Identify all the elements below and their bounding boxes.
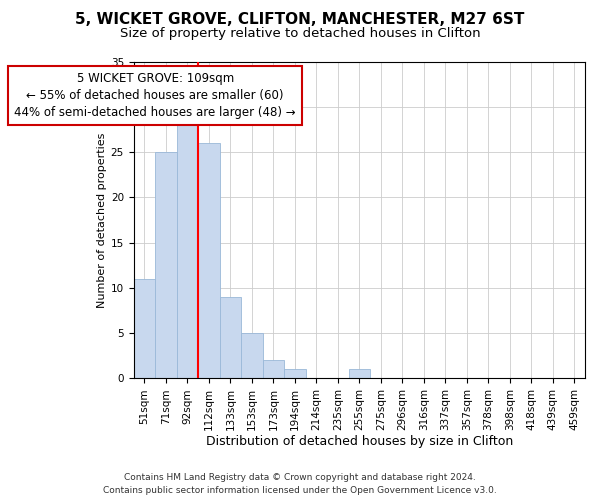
Bar xyxy=(220,297,241,378)
Bar xyxy=(176,125,198,378)
Text: 5, WICKET GROVE, CLIFTON, MANCHESTER, M27 6ST: 5, WICKET GROVE, CLIFTON, MANCHESTER, M2… xyxy=(76,12,524,28)
Bar xyxy=(263,360,284,378)
Text: Contains HM Land Registry data © Crown copyright and database right 2024.
Contai: Contains HM Land Registry data © Crown c… xyxy=(103,474,497,495)
Y-axis label: Number of detached properties: Number of detached properties xyxy=(97,132,107,308)
Text: 5 WICKET GROVE: 109sqm
← 55% of detached houses are smaller (60)
44% of semi-det: 5 WICKET GROVE: 109sqm ← 55% of detached… xyxy=(14,72,296,120)
Bar xyxy=(349,370,370,378)
Bar xyxy=(241,333,263,378)
Bar xyxy=(198,143,220,378)
Bar xyxy=(134,279,155,378)
Bar xyxy=(284,370,305,378)
X-axis label: Distribution of detached houses by size in Clifton: Distribution of detached houses by size … xyxy=(206,434,513,448)
Bar xyxy=(155,152,176,378)
Text: Size of property relative to detached houses in Clifton: Size of property relative to detached ho… xyxy=(119,28,481,40)
